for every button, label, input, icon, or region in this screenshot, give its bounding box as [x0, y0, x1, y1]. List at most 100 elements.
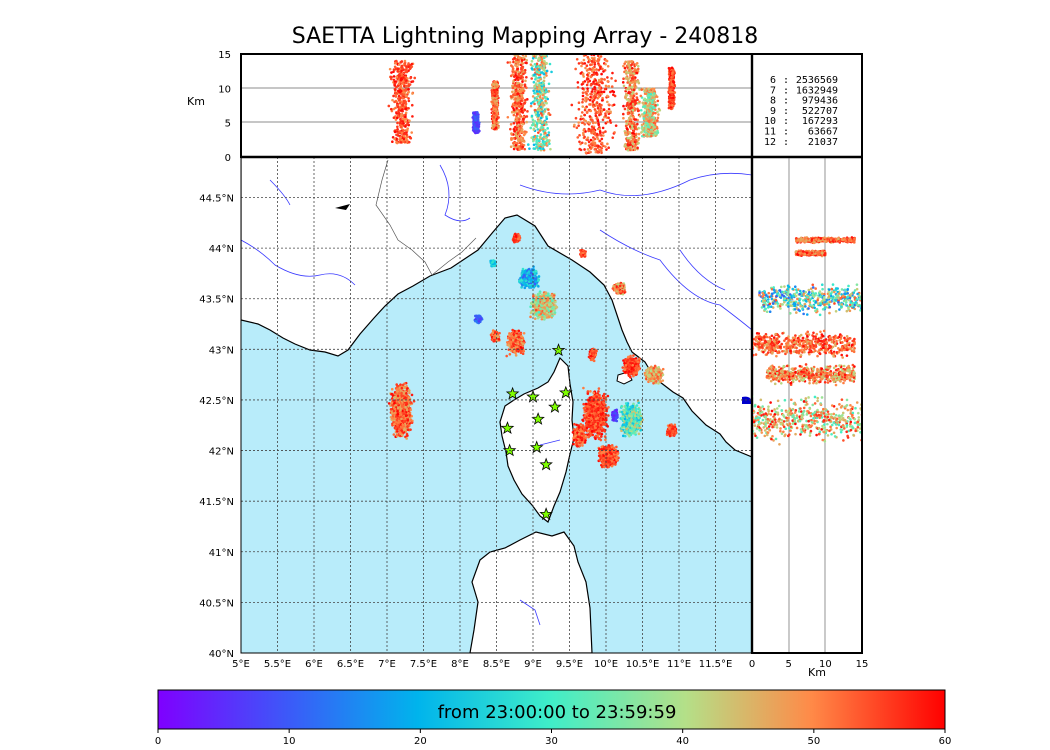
- lightning-source: [512, 238, 515, 241]
- lightning-source: [598, 403, 601, 407]
- lightning-source: [578, 441, 581, 445]
- lightning-source: [572, 438, 576, 442]
- lightning-source: [597, 429, 601, 433]
- lightning-source: [616, 287, 620, 291]
- lightning-source: [587, 435, 590, 439]
- lightning-source: [409, 428, 412, 431]
- lightning-source: [552, 295, 556, 299]
- lightning-source: [406, 434, 409, 437]
- lightning-source: [543, 299, 546, 303]
- lightning-source: [537, 275, 541, 278]
- lightning-source: [520, 338, 524, 342]
- lightning-source: [387, 402, 391, 405]
- lightning-source: [577, 426, 581, 429]
- lightning-source: [392, 422, 396, 426]
- lightning-source: [399, 383, 402, 386]
- lightning-source: [600, 426, 604, 430]
- lightning-source: [402, 407, 406, 411]
- lightning-source: [396, 385, 400, 388]
- mainland: [241, 157, 752, 458]
- lightning-source: [586, 392, 590, 395]
- lightning-source: [550, 299, 554, 303]
- lightning-source: [404, 396, 407, 399]
- lightning-source: [606, 425, 609, 428]
- lightning-source: [534, 280, 538, 283]
- lightning-source: [522, 281, 525, 285]
- lightning-source: [598, 393, 601, 397]
- lightning-source: [589, 390, 592, 393]
- lightning-source: [392, 433, 396, 436]
- lightning-source: [497, 338, 501, 341]
- lightning-source: [619, 290, 623, 293]
- lightning-source: [511, 338, 515, 342]
- lightning-source: [584, 414, 587, 418]
- lightning-source: [548, 312, 551, 316]
- lightning-source: [529, 271, 533, 275]
- lightning-source: [599, 413, 603, 416]
- lightning-source: [523, 269, 527, 273]
- lightning-source: [549, 296, 553, 300]
- lightning-source: [599, 421, 602, 425]
- lightning-source: [399, 407, 403, 410]
- lightning-source: [393, 401, 396, 405]
- lightning-source: [600, 429, 604, 433]
- lightning-source: [527, 270, 531, 273]
- lightning-source: [395, 418, 399, 422]
- lightning-source: [594, 417, 598, 421]
- lightning-source: [540, 304, 544, 307]
- lightning-source: [522, 278, 526, 281]
- lightning-source: [402, 412, 405, 415]
- lightning-source: [595, 395, 599, 399]
- lightning-source: [406, 387, 409, 390]
- lightning-source: [613, 288, 617, 292]
- map-panel: 5°E 5.5°E 6°E 6.5°E 7°E 7.5°E 8°E 8.5°E 9°E 9.5°E…: [199, 156, 753, 670]
- lightning-source: [512, 342, 515, 346]
- lightning-source: [392, 409, 396, 413]
- lightning-source: [398, 386, 402, 390]
- lightning-source: [529, 315, 532, 319]
- lightning-source: [581, 418, 584, 422]
- lightning-source: [591, 415, 595, 418]
- lightning-source: [524, 279, 528, 282]
- lightning-source: [399, 409, 402, 412]
- lightning-source: [527, 275, 530, 279]
- lightning-source: [596, 402, 599, 406]
- lightning-source: [400, 425, 404, 429]
- lightning-source: [594, 434, 598, 438]
- lightning-source: [590, 417, 593, 420]
- lightning-source: [582, 434, 585, 438]
- lightning-source: [410, 414, 413, 418]
- lake: [335, 204, 350, 210]
- lightning-source: [583, 428, 586, 432]
- lightning-source: [585, 426, 589, 430]
- chart-title: SAETTA Lightning Mapping Array - 240818: [291, 24, 759, 49]
- lightning-source: [493, 331, 497, 334]
- lightning-source: [521, 352, 525, 356]
- lightning-source: [519, 346, 523, 349]
- lightning-source: [549, 301, 553, 305]
- lightning-source: [515, 330, 519, 333]
- lightning-source: [410, 421, 413, 424]
- lightning-source: [587, 402, 591, 406]
- lightning-source: [396, 406, 400, 410]
- lightning-source: [600, 435, 603, 438]
- lightning-source: [586, 407, 589, 411]
- lightning-source: [597, 437, 601, 441]
- lightning-source: [514, 234, 518, 238]
- lightning-source: [390, 411, 394, 415]
- lightning-source: [409, 401, 412, 405]
- lightning-source: [399, 402, 403, 405]
- lightning-source: [601, 417, 605, 421]
- lightning-source: [516, 340, 520, 344]
- lightning-source: [537, 285, 540, 288]
- lightning-source: [400, 429, 404, 432]
- lightning-source: [400, 417, 403, 421]
- lightning-source: [548, 307, 552, 311]
- lightning-source: [536, 279, 540, 282]
- lightning-source: [533, 272, 537, 276]
- lightning-source: [391, 404, 395, 407]
- lightning-source: [407, 396, 411, 400]
- lightning-source: [537, 294, 540, 297]
- lightning-source: [579, 436, 582, 439]
- lightning-source: [550, 293, 554, 297]
